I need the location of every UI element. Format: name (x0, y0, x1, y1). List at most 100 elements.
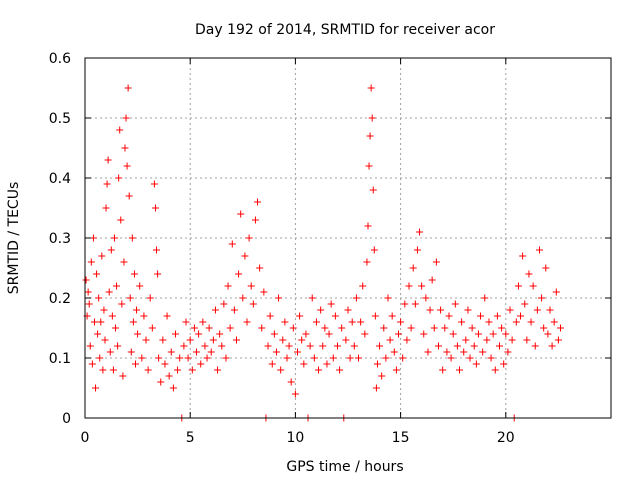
data-point (420, 330, 428, 338)
data-point (138, 354, 146, 362)
data-point (106, 348, 114, 356)
data-point (407, 324, 415, 332)
data-point (188, 366, 196, 374)
data-point (346, 354, 354, 362)
data-point (540, 324, 548, 332)
data-point (422, 294, 430, 302)
data-point (456, 366, 464, 374)
data-point (256, 264, 264, 272)
data-point (108, 312, 116, 320)
data-point (193, 348, 201, 356)
data-point (416, 228, 424, 236)
data-point (113, 282, 121, 290)
data-point (82, 276, 90, 284)
data-point (426, 306, 434, 314)
y-tick-label: 0.4 (49, 171, 71, 187)
data-point (86, 342, 94, 350)
data-point (120, 258, 128, 266)
data-point (487, 354, 495, 362)
data-point (453, 342, 461, 350)
data-point (167, 348, 175, 356)
data-point (366, 132, 374, 140)
data-point (477, 312, 485, 320)
data-point (439, 366, 447, 374)
data-point (329, 354, 337, 362)
data-point (131, 360, 139, 368)
data-point (472, 360, 480, 368)
data-point (432, 258, 440, 266)
data-point (474, 330, 482, 338)
data-point (199, 318, 207, 326)
data-point (126, 294, 134, 302)
data-point (424, 348, 432, 356)
data-point (296, 312, 304, 320)
data-point (470, 342, 478, 350)
data-point (535, 246, 543, 254)
data-point (109, 366, 117, 374)
data-point (123, 162, 131, 170)
data-point (92, 384, 100, 392)
data-point (327, 300, 335, 308)
data-point (207, 348, 215, 356)
data-point (365, 162, 373, 170)
data-point (211, 306, 219, 314)
data-point (103, 180, 111, 188)
data-point (140, 312, 148, 320)
data-point (186, 336, 194, 344)
data-point (445, 312, 453, 320)
data-point (355, 354, 363, 362)
data-point (498, 324, 506, 332)
data-point (153, 246, 161, 254)
data-point (291, 390, 299, 398)
data-point (544, 330, 552, 338)
data-point (157, 378, 165, 386)
data-point (336, 366, 344, 374)
data-point (361, 330, 369, 338)
data-point (134, 330, 142, 338)
x-tick-label: 5 (186, 430, 195, 446)
data-point (275, 294, 283, 302)
data-point (107, 246, 115, 254)
data-point (165, 372, 173, 380)
data-point (525, 270, 533, 278)
data-point (508, 336, 516, 344)
data-point (310, 354, 318, 362)
data-point (434, 342, 442, 350)
data-point (95, 294, 103, 302)
data-point (514, 282, 522, 290)
y-tick-label: 0.2 (49, 291, 71, 307)
data-point (371, 312, 379, 320)
data-point (331, 312, 339, 320)
y-tick-label: 0 (62, 411, 71, 427)
data-point (527, 318, 535, 326)
data-point (101, 336, 109, 344)
x-axis-label: GPS time / hours (286, 459, 403, 475)
data-point (174, 366, 182, 374)
data-point (504, 348, 512, 356)
data-point (110, 234, 118, 242)
data-point (464, 306, 472, 314)
data-point (460, 348, 468, 356)
y-tick-label: 0.1 (49, 351, 71, 367)
data-point (483, 336, 491, 344)
data-point (538, 294, 546, 302)
data-point (105, 288, 113, 296)
data-point (319, 342, 327, 350)
data-point (150, 180, 158, 188)
data-point (382, 354, 390, 362)
data-point (270, 330, 278, 338)
data-point (102, 204, 110, 212)
data-point (325, 330, 333, 338)
data-point (89, 234, 97, 242)
data-point (447, 354, 455, 362)
x-tick-label: 15 (392, 430, 410, 446)
data-point (220, 300, 228, 308)
data-point (557, 324, 565, 332)
data-point (254, 198, 262, 206)
data-point (370, 246, 378, 254)
data-point (302, 330, 310, 338)
data-point (161, 360, 169, 368)
data-point (124, 84, 132, 92)
data-point (184, 354, 192, 362)
chart-title: Day 192 of 2014, SRMTID for receiver aco… (195, 22, 495, 38)
